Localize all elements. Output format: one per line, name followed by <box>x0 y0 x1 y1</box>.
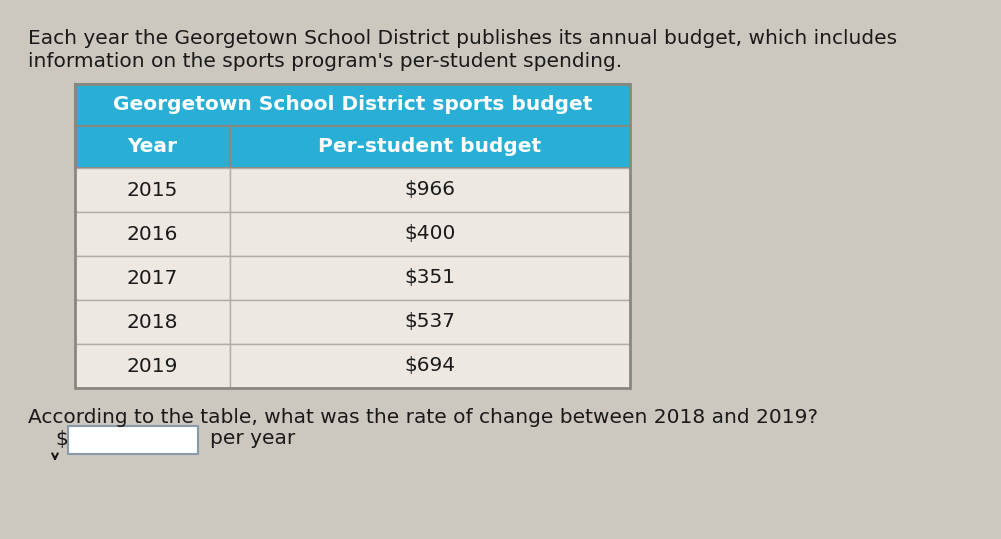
Text: 2019: 2019 <box>127 356 178 376</box>
Text: Each year the Georgetown School District publishes its annual budget, which incl: Each year the Georgetown School District… <box>28 29 897 48</box>
Text: $: $ <box>55 430 68 448</box>
Text: 2018: 2018 <box>127 313 178 331</box>
Bar <box>230 300 630 344</box>
Bar <box>75 168 230 212</box>
Text: Per-student budget: Per-student budget <box>318 137 542 156</box>
Text: per year: per year <box>210 430 295 448</box>
Bar <box>230 168 630 212</box>
Bar <box>230 256 630 300</box>
Text: information on the sports program's per-student spending.: information on the sports program's per-… <box>28 52 623 71</box>
Text: 2016: 2016 <box>127 225 178 244</box>
Text: $400: $400 <box>404 225 455 244</box>
Text: 2017: 2017 <box>127 268 178 287</box>
Bar <box>75 84 630 388</box>
Bar <box>75 300 230 344</box>
Text: $966: $966 <box>404 181 455 199</box>
Bar <box>75 84 630 126</box>
Bar <box>230 344 630 388</box>
Text: 2015: 2015 <box>127 181 178 199</box>
Text: Year: Year <box>127 137 177 156</box>
Text: Georgetown School District sports budget: Georgetown School District sports budget <box>113 95 593 114</box>
Bar <box>230 212 630 256</box>
Text: $694: $694 <box>404 356 455 376</box>
Text: According to the table, what was the rate of change between 2018 and 2019?: According to the table, what was the rat… <box>28 408 818 427</box>
Bar <box>75 212 230 256</box>
Text: $351: $351 <box>404 268 455 287</box>
Bar <box>68 426 198 454</box>
Bar <box>75 126 230 168</box>
Bar <box>75 256 230 300</box>
Text: $537: $537 <box>404 313 455 331</box>
Bar <box>75 344 230 388</box>
Bar <box>230 126 630 168</box>
